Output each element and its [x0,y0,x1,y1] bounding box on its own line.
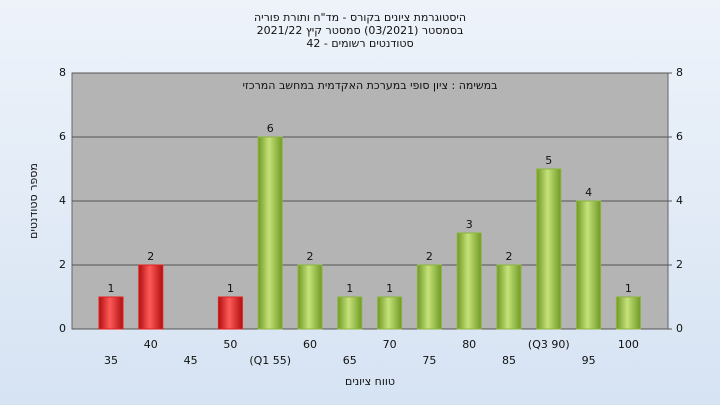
value-label: 1 [227,282,234,295]
value-label: 5 [545,154,552,167]
x-tick-label: 50 [223,338,237,351]
x-tick-label: 85 [502,354,516,367]
y-tick-label: 6 [59,130,66,143]
y2-tick-label: 6 [676,130,683,143]
value-label: 1 [625,282,632,295]
bar [536,168,562,330]
x-tick-label: 100 [618,338,639,351]
x-tick-label: 35 [104,354,118,367]
value-label: 1 [108,282,115,295]
bar [615,296,641,330]
bar [456,232,482,330]
y2-tick-label: 2 [676,258,683,271]
bar [377,296,403,330]
title-line: בסמסטר (03/2021) סמסטר קיץ 2021/22 [257,24,464,37]
value-label: 1 [346,282,353,295]
x-tick-label: 60 [303,338,317,351]
value-label: 2 [307,250,314,263]
x-tick-label: 70 [383,338,397,351]
annotation: במשימה : ציון סופי במערכת האקדמית במחשב … [243,79,498,92]
x-tick-label: 40 [144,338,158,351]
bar [98,296,124,330]
x-tick-label: 80 [462,338,476,351]
y2-tick-label: 4 [676,194,683,207]
bar [217,296,243,330]
value-label: 1 [386,282,393,295]
bar [257,136,283,330]
x-tick-label: 95 [582,354,596,367]
value-label: 3 [466,218,473,231]
value-label: 2 [506,250,513,263]
bar [576,200,602,330]
x-tick-label: 45 [184,354,198,367]
value-label: 4 [585,186,592,199]
bar [337,296,363,330]
title-line: סטודנטים רשומים - 42 [306,37,413,50]
bar [416,264,442,330]
bar [297,264,323,330]
y-tick-label: 8 [59,66,66,79]
x-tick-label: 75 [422,354,436,367]
x-tick-label: (Q3 90) [528,338,570,351]
y-tick-label: 2 [59,258,66,271]
y2-tick-label: 8 [676,66,683,79]
y-axis-label: מספר סטודנטים [27,163,40,239]
x-axis-label: טווח ציונים [345,375,395,388]
x-tick-label: (Q1 55) [249,354,291,367]
value-label: 2 [426,250,433,263]
value-label: 2 [147,250,154,263]
y-tick-label: 4 [59,194,66,207]
y-tick-label: 0 [59,322,66,335]
x-tick-label: 65 [343,354,357,367]
y2-tick-label: 0 [676,322,683,335]
title-line: היסטוגרמת ציונים בקורס - מד"ח ותורת פורי… [254,11,466,24]
bar [138,264,164,330]
bar [496,264,522,330]
value-label: 6 [267,122,274,135]
